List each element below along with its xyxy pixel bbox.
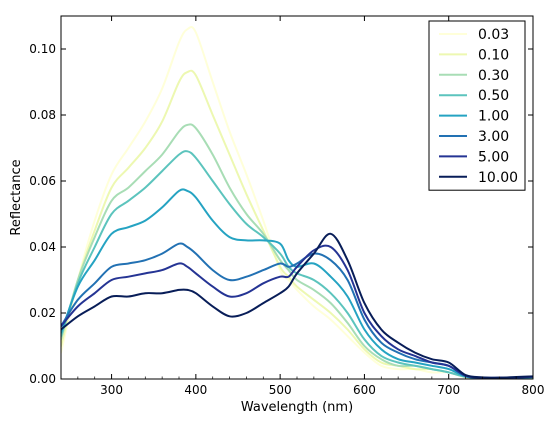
- x-axis-ticks: 300 400 500 600 700 800: [60, 16, 545, 397]
- y-tick-label: 0.10: [29, 42, 56, 56]
- series-line-5.00: [61, 244, 533, 379]
- series-line-1.00: [61, 188, 533, 379]
- legend-label-3.00: 3.00: [478, 129, 509, 145]
- x-tick-label: 500: [269, 383, 292, 397]
- x-tick-label: 400: [184, 383, 207, 397]
- legend: 0.03 0.10 0.30 0.50 1.00 3.00 5.00 10.00: [428, 20, 526, 191]
- series-group: [61, 25, 533, 379]
- x-axis-label: Wavelength (nm): [241, 400, 353, 415]
- x-tick-label: 300: [100, 383, 123, 397]
- x-tick-label: 700: [437, 383, 460, 397]
- y-axis-label: Reflectance: [9, 159, 24, 235]
- legend-label-5.00: 5.00: [478, 149, 509, 165]
- legend-label-0.30: 0.30: [478, 68, 509, 84]
- x-tick-label: 800: [522, 383, 545, 397]
- legend-label-0.10: 0.10: [478, 47, 509, 63]
- y-axis-ticks: 0.00 0.02 0.04 0.06 0.08 0.10: [29, 42, 533, 386]
- y-tick-label: 0.04: [29, 240, 56, 254]
- series-line-3.00: [61, 242, 533, 379]
- y-tick-label: 0.02: [29, 306, 56, 320]
- series-line-10.00: [61, 232, 533, 379]
- x-tick-label: 600: [353, 383, 376, 397]
- legend-label-0.50: 0.50: [478, 88, 509, 104]
- y-tick-label: 0.08: [29, 108, 56, 122]
- legend-label-1.00: 1.00: [478, 109, 509, 125]
- legend-label-10.00: 10.00: [478, 170, 518, 186]
- y-tick-label: 0.00: [29, 372, 56, 386]
- legend-label-0.03: 0.03: [478, 27, 509, 43]
- legend-box: [428, 20, 526, 191]
- y-tick-label: 0.06: [29, 174, 56, 188]
